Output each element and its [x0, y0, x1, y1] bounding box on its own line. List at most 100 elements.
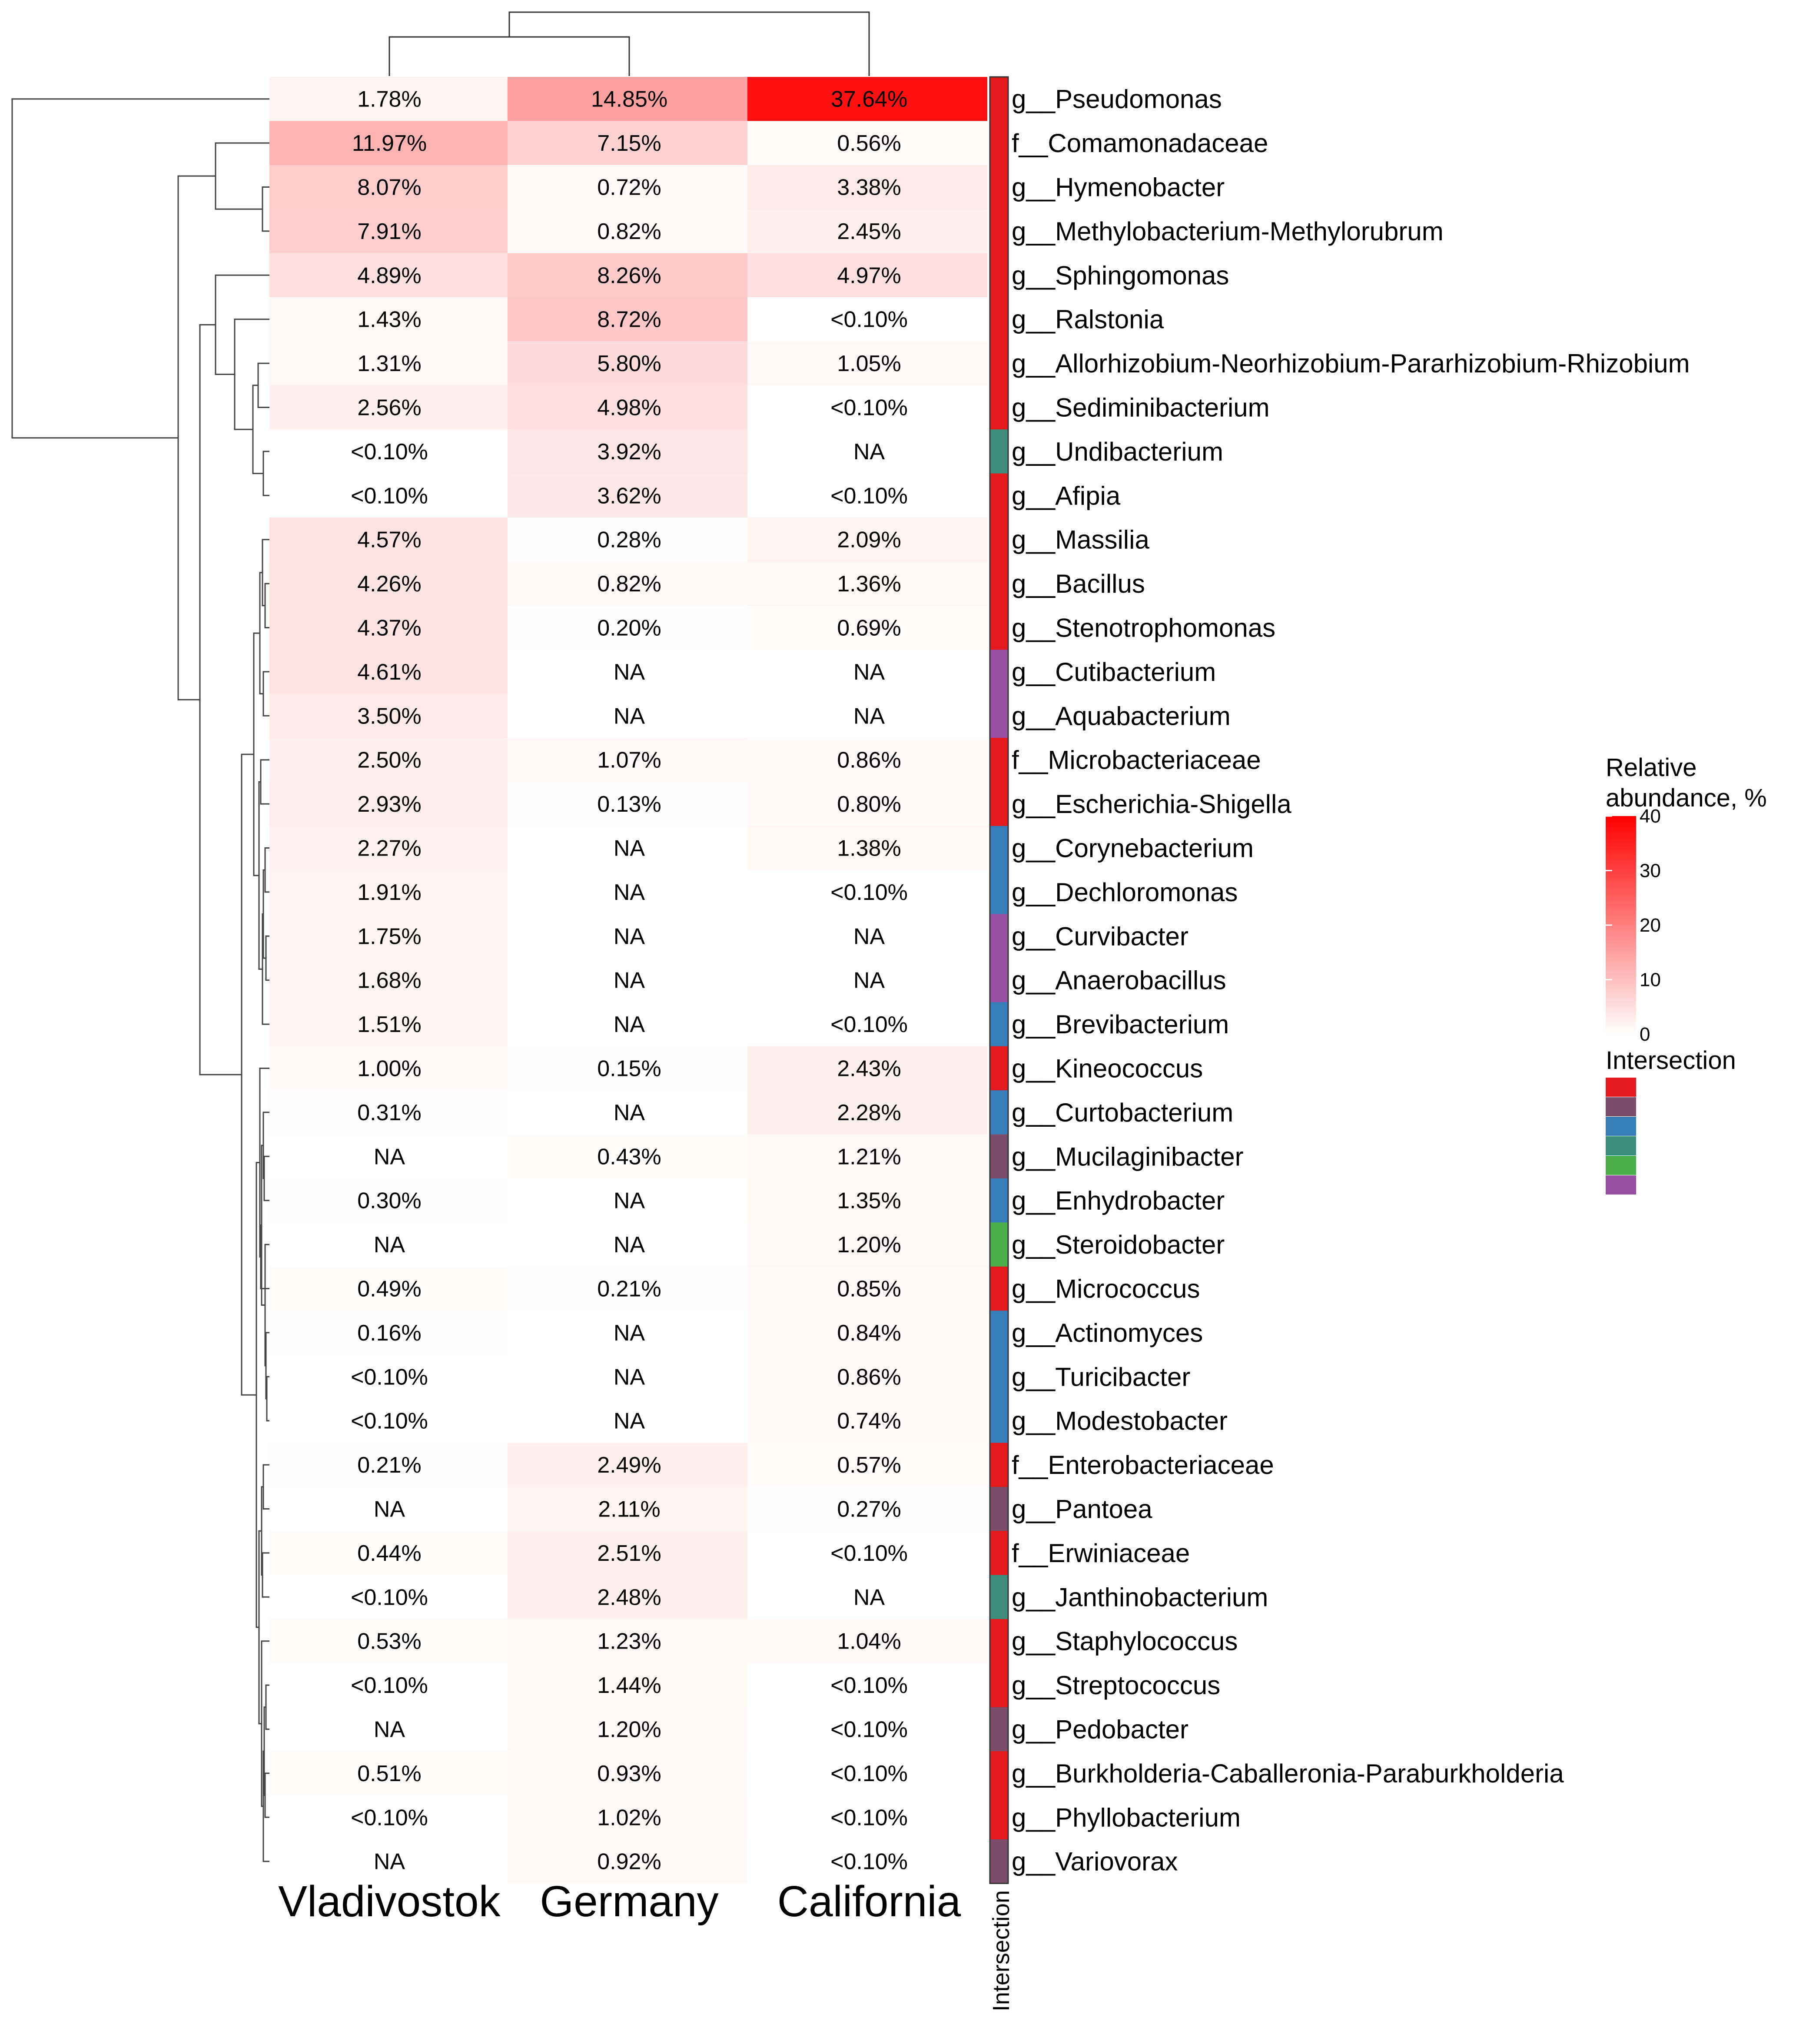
row-dendro-branch-28 [262, 539, 269, 607]
intersection-g-actinomyces [990, 1311, 1008, 1355]
cell-g-bacillus-california [747, 561, 987, 606]
intersection-g-dechloromonas [990, 870, 1008, 915]
row-label-g-aquabacterium: g__Aquabacterium [1012, 701, 1231, 730]
cell-g-kineococcus-vladivostok [269, 1046, 509, 1091]
cell-g-escherichia-shigella-germany [508, 782, 747, 826]
intersection-g-hymenobacter [990, 165, 1008, 209]
cell-g-bacillus-germany [508, 561, 747, 606]
row-label-g-steroidobacter: g__Steroidobacter [1012, 1230, 1225, 1259]
cell-label-g-pantoea-vladivostok: NA [374, 1497, 405, 1522]
cell-label-g-janthinobacterium-germany: 2.48% [597, 1585, 661, 1610]
cell-g-hymenobacter-california [747, 165, 987, 209]
row-label-g-micrococcus: g__Micrococcus [1012, 1274, 1200, 1304]
cell-g-turicibacter-california [747, 1354, 987, 1399]
cell-label-g-anaerobacillus-california: NA [853, 968, 885, 993]
cell-g-janthinobacterium-california [747, 1575, 987, 1619]
legend-tick-0: 0 [1640, 1024, 1650, 1045]
intersection-g-massilia [990, 518, 1008, 562]
intersection-g-staphylococcus [990, 1619, 1008, 1663]
row-dendrogram [11, 98, 269, 1862]
cell-label-g-phyllobacterium-california: <0.10% [830, 1805, 908, 1830]
intersection-g-ralstonia [990, 297, 1008, 342]
cell-g-burkholderia-caballeronia-paraburkholderia-vladivostok [269, 1751, 509, 1796]
cell-label-g-staphylococcus-vladivostok: 0.53% [357, 1629, 421, 1654]
intersection-f-comamonadaceae [990, 121, 1008, 166]
cell-g-sediminibacterium-germany [508, 385, 747, 430]
row-dendro-branch-0 [262, 186, 269, 232]
cell-g-stenotrophomonas-vladivostok [269, 605, 509, 650]
cell-g-corynebacterium-california [747, 826, 987, 870]
intersection-g-janthinobacterium [990, 1575, 1008, 1619]
cell-g-massilia-germany [508, 518, 747, 562]
intersection-g-micrococcus [990, 1266, 1008, 1311]
intersection-g-burkholderia-caballeronia-paraburkholderia [990, 1751, 1008, 1796]
heatmap-cells: 1.78% 14.85% 37.64% 11.97% 7.15% 0.56% 8.07% 0.… [269, 77, 987, 1884]
cell-g-pantoea-california [747, 1487, 987, 1531]
cell-g-hymenobacter-germany [508, 165, 747, 209]
cell-g-curvibacter-vladivostok [269, 914, 509, 959]
cell-label-f-enterobacteriaceae-vladivostok: 0.21% [357, 1453, 421, 1478]
legend-title-line2: abundance, % [1606, 784, 1767, 812]
legend-title-line1: Relative [1606, 753, 1697, 782]
cell-label-f-microbacteriaceae-vladivostok: 2.50% [357, 748, 421, 773]
cell-label-g-steroidobacter-california: 1.20% [837, 1232, 901, 1258]
intersection-g-modestobacter [990, 1399, 1008, 1443]
cell-g-staphylococcus-germany [508, 1619, 747, 1663]
cell-label-g-actinomyces-germany: NA [614, 1321, 645, 1346]
column-dendrogram [388, 11, 870, 76]
cell-label-g-micrococcus-vladivostok: 0.49% [357, 1277, 421, 1302]
cell-label-g-brevibacterium-california: <0.10% [830, 1012, 908, 1037]
cell-label-g-anaerobacillus-germany: NA [614, 968, 645, 993]
intersection-g-escherichia-shigella [990, 782, 1008, 826]
cell-label-g-sediminibacterium-germany: 4.98% [597, 395, 661, 421]
row-dendro-branch-18 [264, 1772, 269, 1818]
cell-label-g-escherichia-shigella-germany: 0.13% [597, 792, 661, 817]
cell-label-g-actinomyces-california: 0.84% [837, 1321, 901, 1346]
intersection-g-brevibacterium [990, 1002, 1008, 1047]
cell-g-stenotrophomonas-germany [508, 605, 747, 650]
intersection-g-corynebacterium [990, 826, 1008, 870]
intersection-g-allorhizobium-neorhizobium-pararhizobium-rhizobium [990, 341, 1008, 386]
cell-g-burkholderia-caballeronia-paraburkholderia-california [747, 1751, 987, 1796]
cell-label-g-turicibacter-california: 0.86% [837, 1364, 901, 1390]
cell-g-curtobacterium-california [747, 1090, 987, 1135]
cell-label-f-comamonadaceae-california: 0.56% [837, 131, 901, 156]
cell-label-g-hymenobacter-germany: 0.72% [597, 175, 661, 200]
row-label-g-afipia: g__Afipia [1012, 481, 1121, 510]
legend-intersection-swatch-1 [1606, 1078, 1636, 1097]
cell-label-g-staphylococcus-germany: 1.23% [597, 1629, 661, 1654]
cell-label-f-microbacteriaceae-germany: 1.07% [597, 748, 661, 773]
cell-label-g-pseudomonas-vladivostok: 1.78% [357, 87, 421, 112]
cell-f-comamonadaceae-california [747, 121, 987, 166]
cell-g-pseudomonas-california [747, 77, 987, 121]
cell-g-curtobacterium-germany [508, 1090, 747, 1135]
row-dendro-branch-27 [264, 583, 269, 628]
row-dendro-branch-32 [262, 451, 269, 496]
cell-g-modestobacter-germany [508, 1399, 747, 1443]
cell-label-g-methylobacterium-methylorubrum-germany: 0.82% [597, 219, 661, 244]
intersection-g-phyllobacterium [990, 1795, 1008, 1840]
row-label-g-allorhizobium-neorhizobium-pararhizobium-rhizobium: g__Allorhizobium-Neorhizobium-Pararhizob… [1012, 349, 1690, 378]
cell-label-g-turicibacter-vladivostok: <0.10% [351, 1364, 428, 1390]
intersection-bar-border [989, 76, 1009, 1884]
cell-label-g-corynebacterium-california: 1.38% [837, 836, 901, 861]
cell-label-g-dechloromonas-germany: NA [614, 880, 645, 905]
row-dendro-branch-33 [257, 362, 269, 408]
cell-label-g-micrococcus-germany: 0.21% [597, 1277, 661, 1302]
row-label-g-kineococcus: g__Kineococcus [1012, 1054, 1203, 1083]
row-label-g-mucilaginibacter: g__Mucilaginibacter [1012, 1142, 1244, 1171]
cell-g-pseudomonas-vladivostok [269, 77, 509, 121]
col-dendro-branch-root [508, 11, 870, 76]
intersection-g-steroidobacter [990, 1222, 1008, 1267]
intersection-g-turicibacter [990, 1354, 1008, 1399]
cell-label-g-enhydrobacter-california: 1.35% [837, 1188, 901, 1214]
cell-g-steroidobacter-germany [508, 1222, 747, 1267]
cell-g-pedobacter-vladivostok [269, 1707, 509, 1752]
row-label-g-corynebacterium: g__Corynebacterium [1012, 834, 1254, 863]
cell-g-steroidobacter-california [747, 1222, 987, 1267]
cell-label-g-actinomyces-vladivostok: 0.16% [357, 1321, 421, 1346]
row-label-g-variovorax: g__Variovorax [1012, 1847, 1178, 1876]
cell-f-microbacteriaceae-california [747, 738, 987, 782]
intersection-g-enhydrobacter [990, 1178, 1008, 1223]
cell-g-phyllobacterium-germany [508, 1795, 747, 1840]
